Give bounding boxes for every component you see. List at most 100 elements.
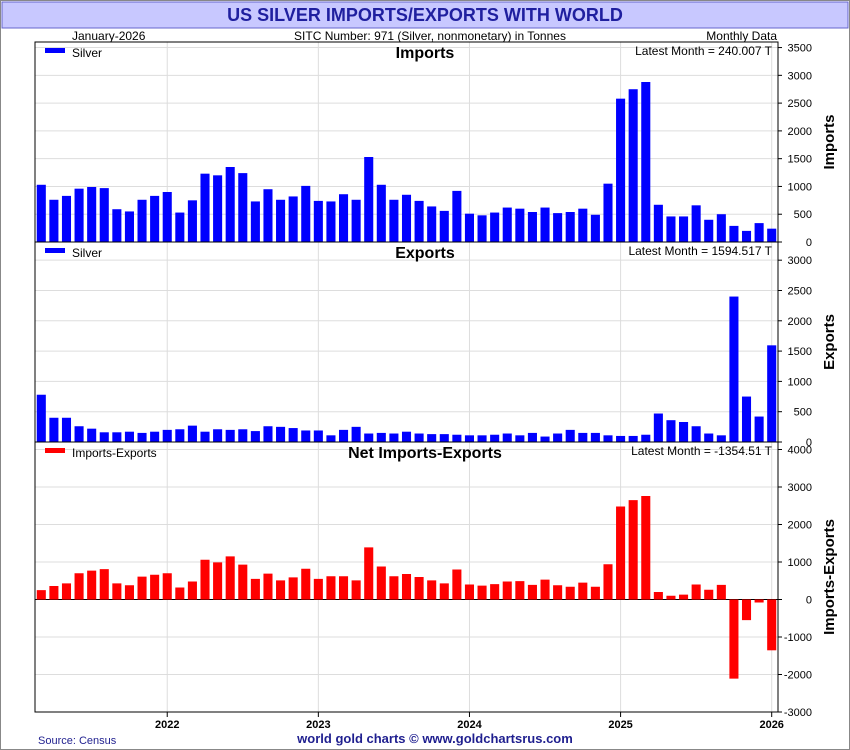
bar	[74, 426, 84, 442]
bar	[175, 587, 185, 600]
bar	[250, 431, 260, 442]
bar	[616, 506, 626, 600]
legend-label: Silver	[72, 46, 102, 60]
bar	[616, 98, 626, 242]
bar	[99, 569, 109, 600]
latest-month-label: Latest Month = -1354.51 T	[631, 444, 773, 458]
y-axis-label: Exports	[821, 314, 838, 370]
bar	[99, 432, 109, 442]
bar	[301, 430, 311, 442]
y-tick-label: 2000	[788, 126, 812, 138]
bar	[150, 195, 160, 242]
bar	[477, 435, 487, 442]
bar	[553, 213, 563, 242]
panel-title: Exports	[395, 245, 455, 262]
latest-month-label: Latest Month = 240.007 T	[635, 44, 773, 58]
bar	[515, 208, 525, 242]
legend-swatch	[45, 248, 65, 253]
bar	[741, 599, 752, 621]
bar	[527, 584, 537, 600]
bar	[653, 592, 663, 600]
bar	[716, 214, 726, 242]
y-tick-label: 1500	[788, 346, 812, 358]
y-tick-label: 500	[794, 209, 812, 221]
y-tick-label: 3500	[788, 43, 812, 55]
bar	[628, 435, 638, 442]
bar	[351, 426, 361, 442]
bar	[238, 173, 248, 242]
bar	[515, 581, 525, 600]
x-tick-label: 2023	[306, 719, 330, 731]
bar	[716, 435, 726, 442]
bar	[578, 208, 588, 242]
latest-month-label: Latest Month = 1594.517 T	[628, 244, 772, 258]
bar	[326, 435, 336, 442]
bar	[225, 556, 235, 600]
bar	[691, 584, 701, 600]
bar	[754, 223, 764, 242]
bar	[376, 184, 386, 242]
bar	[414, 200, 424, 242]
y-tick-label: 1500	[788, 154, 812, 166]
legend-label: Imports-Exports	[72, 446, 157, 460]
bar	[162, 192, 172, 242]
y-tick-label: -1000	[784, 632, 812, 644]
bar	[313, 200, 323, 242]
bar	[200, 431, 210, 442]
y-tick-label: 0	[806, 595, 812, 607]
bar	[36, 184, 46, 242]
bar	[74, 188, 84, 242]
x-tick-label: 2022	[155, 719, 179, 731]
y-tick-label: 2500	[788, 98, 812, 110]
y-tick-label: 2000	[788, 316, 812, 328]
bar	[540, 579, 550, 600]
bar	[339, 576, 349, 600]
bar	[313, 578, 323, 600]
bar	[704, 433, 714, 442]
bar	[200, 559, 210, 600]
bar	[628, 500, 638, 600]
bar	[679, 594, 689, 600]
bar	[439, 434, 449, 442]
y-tick-label: 2500	[788, 285, 812, 297]
bar	[61, 195, 72, 242]
bar	[339, 429, 349, 442]
footer-source: Source: Census	[38, 735, 117, 747]
bar	[389, 199, 399, 242]
bar	[250, 578, 260, 600]
bar	[263, 426, 273, 442]
bar	[250, 201, 260, 242]
bar	[213, 175, 223, 242]
bar	[464, 435, 474, 442]
bar	[112, 209, 122, 242]
y-tick-label: 0	[806, 237, 812, 249]
bar	[401, 574, 412, 600]
bar	[553, 585, 563, 600]
bar	[276, 580, 286, 600]
bar	[628, 89, 638, 242]
bar	[376, 432, 386, 442]
panel-title: Imports	[396, 45, 455, 62]
bar	[414, 433, 424, 442]
bar	[124, 211, 134, 242]
bar	[200, 173, 210, 242]
bar	[263, 189, 273, 242]
y-tick-label: 3000	[788, 255, 812, 267]
bar	[502, 433, 512, 442]
bar	[741, 396, 752, 442]
bar	[61, 583, 72, 600]
header-sitc: SITC Number: 971 (Silver, nonmonetary) i…	[294, 29, 566, 43]
bar	[187, 200, 197, 242]
bar	[767, 599, 777, 651]
bar	[36, 590, 46, 600]
bar	[87, 570, 97, 600]
bar	[540, 436, 550, 442]
bar	[490, 584, 500, 600]
bar	[87, 428, 97, 442]
y-tick-label: 500	[794, 407, 812, 419]
x-tick-label: 2025	[608, 719, 632, 731]
bar	[439, 583, 449, 600]
bar	[704, 589, 714, 600]
y-tick-label: 2000	[788, 520, 812, 532]
bar	[376, 566, 386, 600]
